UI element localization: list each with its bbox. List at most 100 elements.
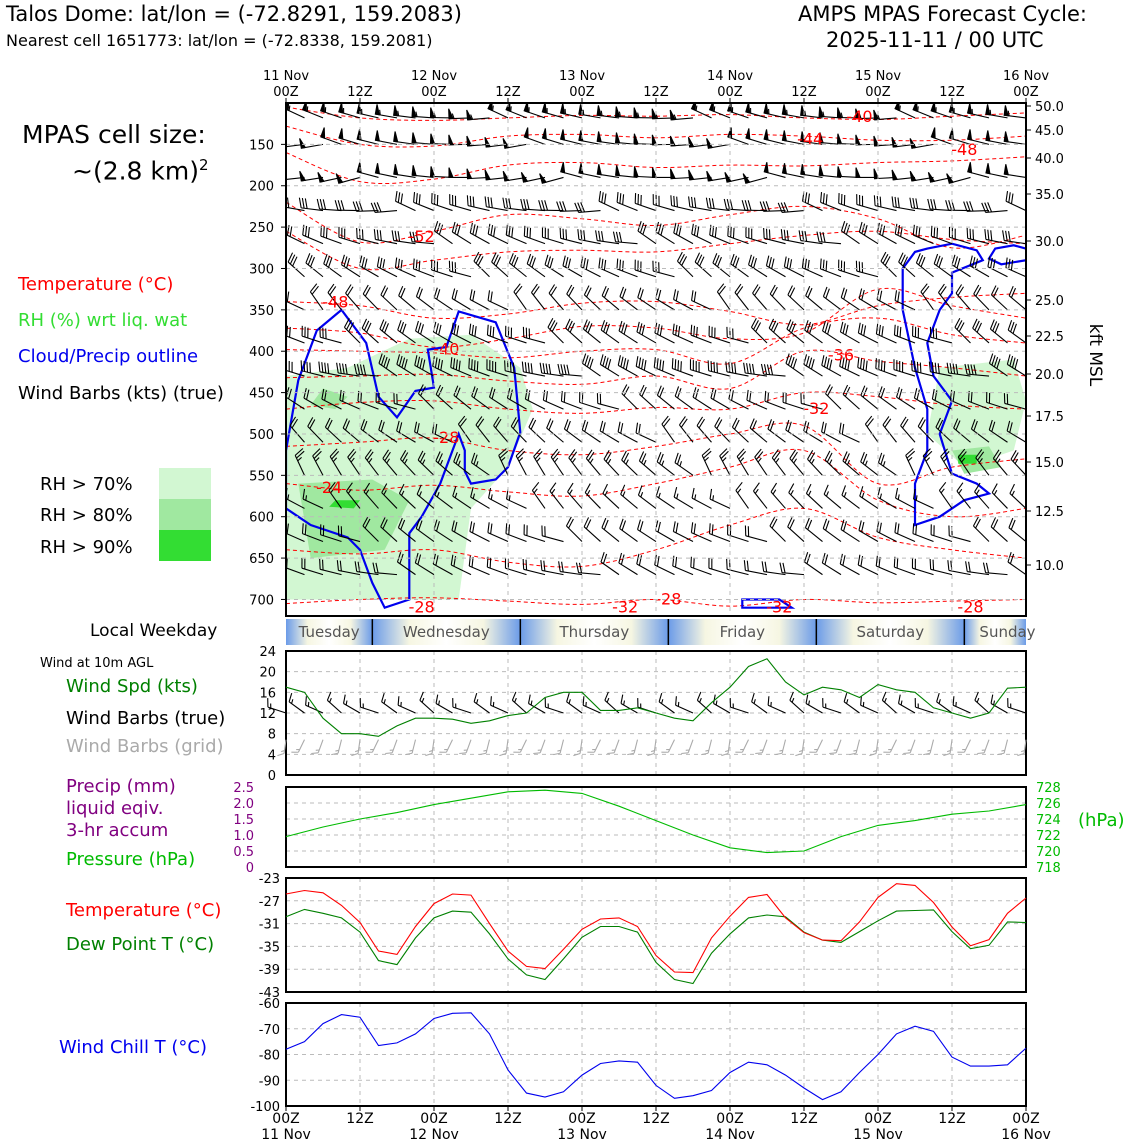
wind-barb-1-48: [559, 129, 583, 145]
wind-barb-6-96: [858, 288, 879, 311]
top-hour-label: 12Z: [939, 85, 965, 100]
wind-barb-2-48: [560, 162, 583, 178]
wind-barb-14-84: [779, 562, 805, 576]
wind-barb-9-21: [393, 393, 416, 410]
wind-barb-11-24: [417, 450, 435, 476]
wind-barb-9-90: [824, 384, 842, 410]
wind-barb-true-45: [544, 698, 564, 714]
wind-barb-12-42: [531, 481, 546, 509]
wind-barb-grid-96: [869, 739, 879, 757]
wind-barb-6-6: [309, 283, 324, 311]
wind-barb-2-45: [539, 173, 564, 184]
wind-barb-7-18: [379, 319, 398, 344]
wind-barb-8-0: [286, 375, 287, 377]
wind-barb-6-24: [415, 286, 435, 311]
legend-rh: RH (%) wrt liq. wat: [18, 310, 188, 331]
wind-barb-0-81: [763, 103, 786, 119]
legend-cloud: Cloud/Precip outline: [18, 346, 199, 367]
legend-wind-barbs: Wind Barbs (kts) (true): [18, 383, 224, 404]
pressure-tick-label: 450: [249, 387, 274, 402]
wind-barb-12-72: [709, 488, 731, 509]
wind-barb-13-15: [362, 516, 379, 542]
wind-barb-grid-90: [829, 739, 842, 755]
temperature-label-19: -28: [957, 598, 983, 617]
wind-barb-9-99: [878, 386, 897, 410]
wind-barb-13-27: [433, 519, 453, 542]
wind-barb-14-21: [396, 552, 416, 576]
wind-barb-7-9: [319, 326, 342, 344]
wind-barb-grid-75: [735, 739, 749, 753]
wind-barb-5-81: [765, 255, 786, 278]
temperature-label-0: -40: [846, 107, 872, 126]
wind-barb-5-21: [394, 257, 416, 278]
wind-barb-5-33: [473, 251, 490, 278]
wind-barb-5-45: [544, 254, 564, 278]
wind-barb-8-21: [396, 354, 416, 377]
precip-ytick-label: 1.5: [233, 813, 254, 828]
wind-barb-3-42: [520, 198, 546, 212]
wind-barb-12-84: [788, 483, 805, 509]
pressure-panel-frame: [285, 786, 1027, 868]
wind-barb-1-120: [1003, 131, 1026, 145]
wind-barb-11-72: [719, 448, 731, 476]
wind-barb-3-102: [891, 196, 916, 212]
wind-barb-10-66: [679, 416, 694, 443]
wind-barb-8-36: [486, 359, 509, 377]
wind-barb-true-42: [528, 694, 546, 714]
height-tick-label: 45.0: [1035, 124, 1064, 139]
cell-size-exponent: 2: [199, 156, 209, 174]
swatch-rh70: [159, 468, 211, 499]
temperature-contour-10: [286, 422, 1026, 486]
wind-barb-14-99: [875, 555, 897, 576]
weekday-saturday: Saturday: [857, 623, 925, 641]
temp-ytick-label: -43: [259, 986, 280, 1001]
wind-barb-3-51: [574, 202, 601, 214]
wind-barb-9-93: [842, 384, 860, 410]
wind-barb-9-108: [931, 388, 953, 410]
wind-barb-13-36: [487, 522, 509, 543]
wind-barb-1-114: [966, 129, 990, 145]
wind-barb-10-54: [599, 420, 620, 443]
temperature-contour-13: [286, 597, 1026, 607]
wind-barb-true-93: [843, 692, 860, 714]
height-tick-label: 35.0: [1035, 188, 1064, 203]
wind-barb-4-84: [780, 229, 805, 245]
wind-barb-5-105: [915, 253, 934, 278]
wind-barb-5-69: [694, 252, 712, 278]
wind-barb-grid-30: [459, 739, 472, 755]
wind-barb-8-12: [336, 362, 361, 377]
temp-panel-frame: [285, 877, 1027, 993]
wind-barb-7-105: [912, 325, 934, 344]
wind-barb-true-90: [822, 698, 842, 714]
wind-barb-4-18: [373, 229, 398, 245]
bottom-hour-label: 12Z: [790, 1111, 817, 1127]
wind-barb-4-60: [637, 221, 657, 245]
temperature-label-6: -48: [322, 292, 348, 311]
wind-barb-14-108: [929, 558, 953, 576]
rh-region-6: [958, 454, 977, 464]
wind-barb-3-54: [598, 190, 620, 212]
wind-barb-3-117: [981, 202, 1008, 214]
wind-barb-5-57: [616, 258, 638, 278]
wind-barb-true-63: [658, 692, 675, 714]
wind-barb-8-51: [581, 353, 601, 377]
wind-barb-8-114: [964, 363, 990, 377]
top-day-label: 13 Nov: [559, 69, 605, 84]
bottom-day-label: 15 Nov: [853, 1127, 903, 1140]
wind-barb-12-93: [841, 485, 860, 509]
wind-barb-2-120: [1003, 164, 1026, 179]
wind-barb-9-84: [782, 391, 805, 410]
wind-barb-9-9: [321, 388, 342, 410]
windchill-ytick-label: -70: [259, 1023, 280, 1038]
wind-barb-10-18: [378, 419, 398, 443]
wind-barb-6-114: [973, 284, 990, 311]
wind-barb-14-51: [575, 562, 601, 576]
wind-barb-6-78: [752, 284, 768, 311]
wind-barb-12-66: [673, 486, 694, 509]
wind-barb-11-60: [638, 451, 657, 476]
pressure-tick-label: 650: [249, 552, 274, 567]
wind-barb-0-21: [393, 105, 416, 119]
wind-barb-5-87: [801, 257, 823, 278]
wind-barb-14-72: [708, 557, 731, 576]
wind-barb-8-69: [689, 359, 712, 377]
